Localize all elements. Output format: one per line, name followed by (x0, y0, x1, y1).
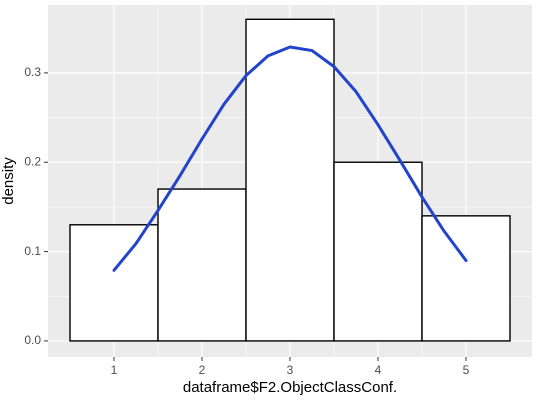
y-tick-label: 0.2 (24, 154, 41, 168)
y-tick-label: 0.3 (24, 65, 41, 79)
histogram-bar (245, 18, 335, 342)
histogram-bar (333, 161, 423, 342)
y-tick-label: 0.0 (24, 333, 41, 347)
histogram-bar (157, 188, 247, 342)
histogram-bar (421, 215, 511, 342)
x-tick-label: 2 (199, 363, 206, 377)
x-tick-label: 4 (375, 363, 382, 377)
x-tick-label: 1 (111, 363, 118, 377)
y-axis-title: density (0, 157, 17, 205)
y-tick-label: 0.1 (24, 244, 41, 258)
histogram-bar (69, 224, 159, 342)
x-tick-label: 3 (287, 363, 294, 377)
x-tick-label: 5 (463, 363, 470, 377)
density-curve (112, 45, 468, 272)
x-axis-title: dataframe$F2.ObjectClassConf. (183, 379, 397, 396)
